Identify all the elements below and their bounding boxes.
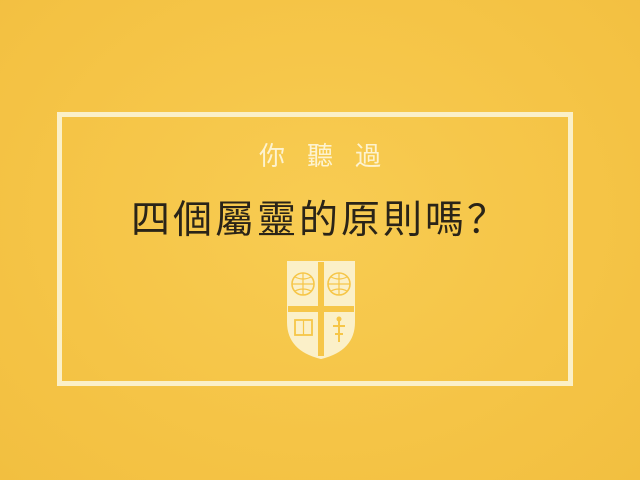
cover-title: 四個屬靈的原則嗎？ bbox=[130, 198, 509, 243]
cover-frame bbox=[57, 112, 573, 386]
cover-subtitle: 你聽過 bbox=[258, 142, 403, 172]
shield-emblem-icon bbox=[287, 261, 355, 360]
